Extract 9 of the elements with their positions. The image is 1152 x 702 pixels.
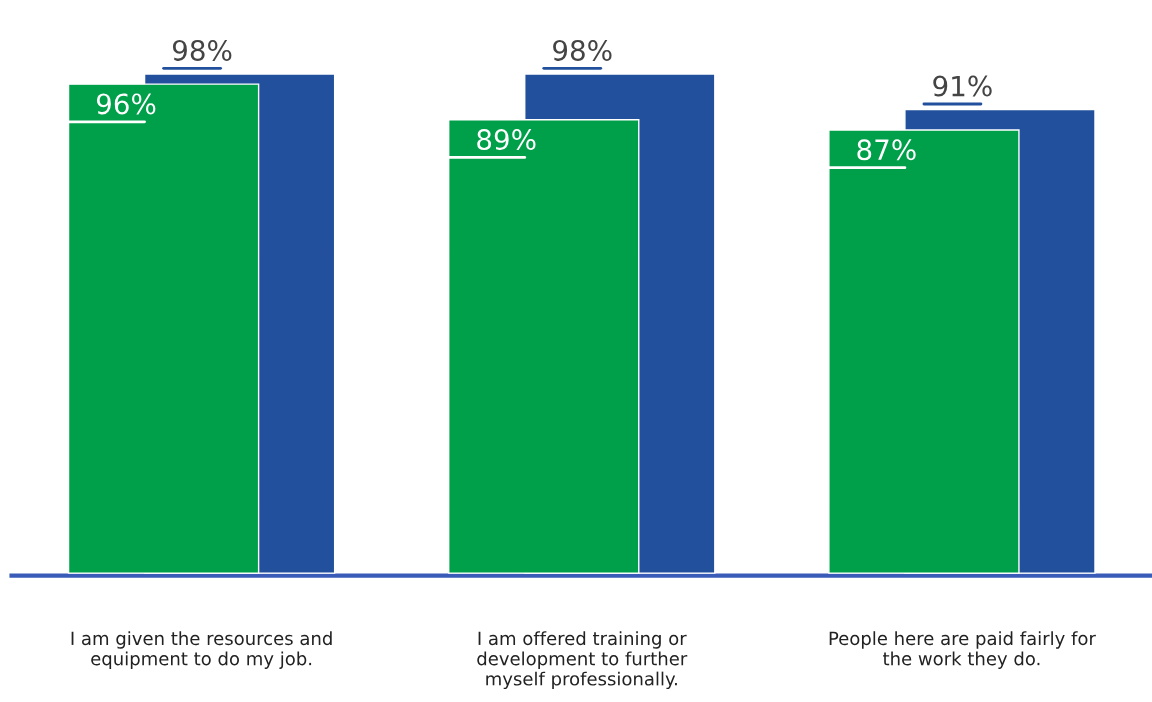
data-label: 96% [96, 93, 156, 115]
data-label: 87% [857, 139, 916, 161]
data-label: 98% [553, 39, 612, 61]
data-label: 89% [477, 129, 536, 151]
x-tick-label: People here are paid fairly for the work they do. [829, 631, 1096, 669]
x-tick-label: I am given the resources and equipment to do my job. [71, 631, 332, 669]
x-tick-label: I am offered training or development to further myself professionally. [477, 631, 688, 690]
data-label: 91% [933, 75, 992, 97]
data-label: 98% [172, 39, 232, 61]
